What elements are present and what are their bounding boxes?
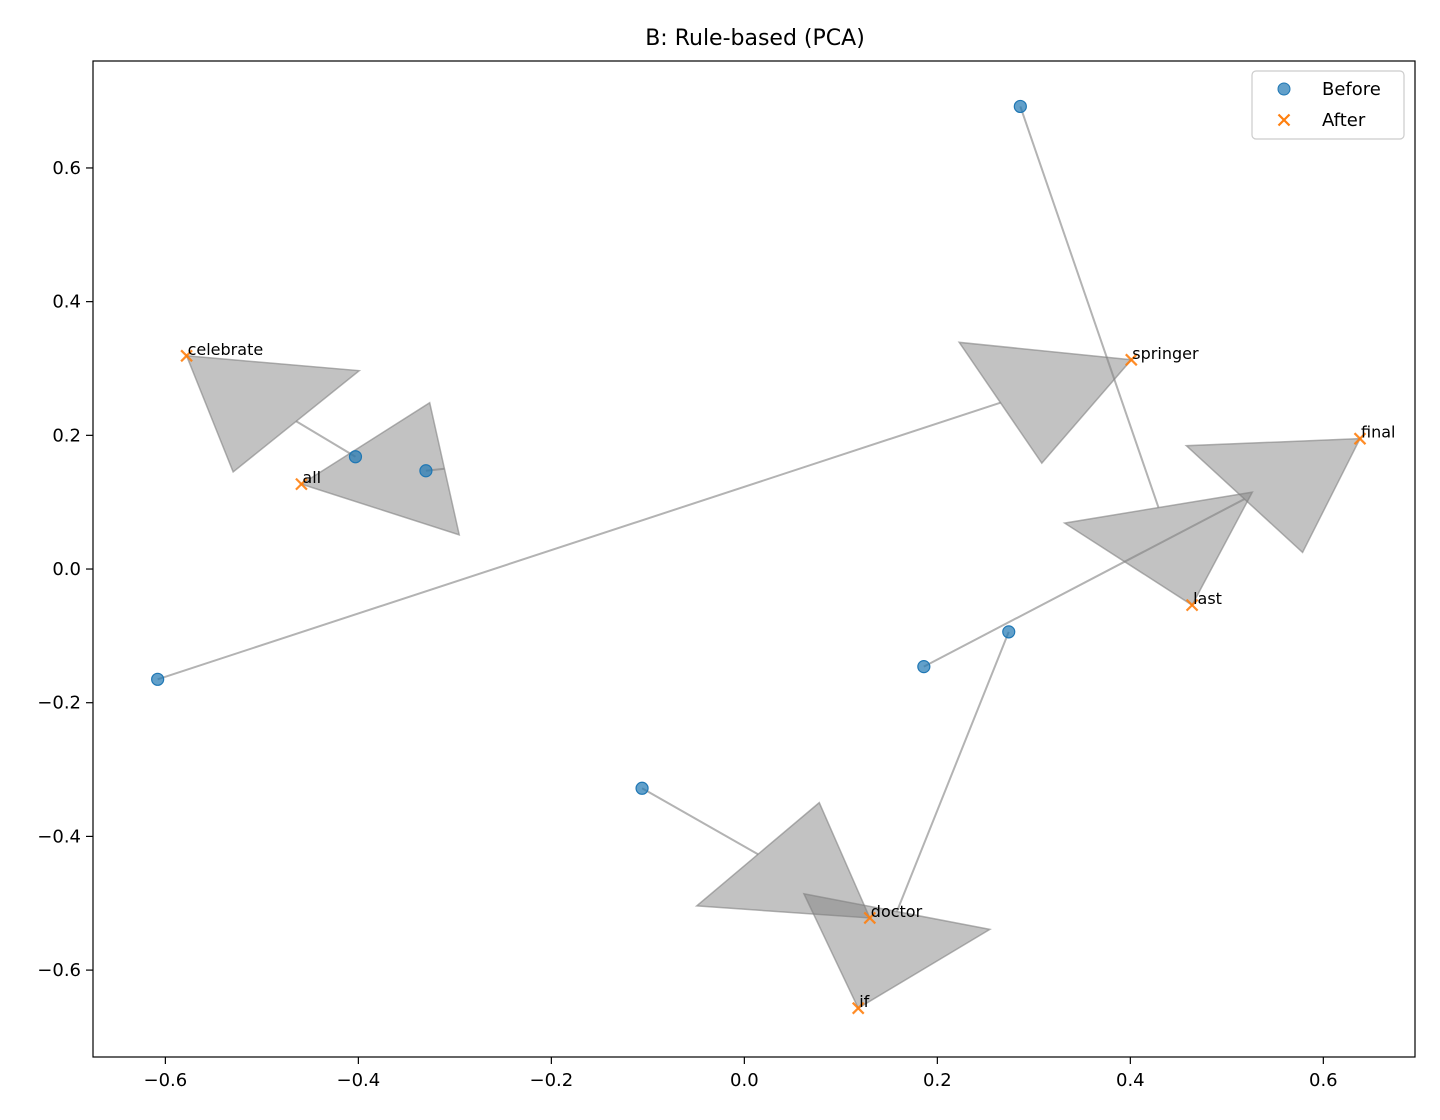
word-label-if: if: [859, 992, 869, 1011]
arrow-shaft: [157, 401, 1001, 681]
before-point-if: [1002, 625, 1016, 639]
word-label-celebrate: celebrate: [188, 340, 264, 359]
arrow-shaft: [895, 631, 1010, 912]
x-tick-label: −0.2: [529, 1070, 573, 1091]
arrows-layer: [157, 106, 1362, 1010]
arrow-shaft: [923, 498, 1245, 668]
after-point-celebrate: [180, 349, 193, 363]
after-point-springer: [1125, 353, 1138, 367]
after-point-all: [295, 477, 308, 491]
plot-frame: [92, 60, 1416, 1058]
x-tick-label: 0.2: [923, 1070, 952, 1091]
word-label-all: all: [302, 468, 321, 487]
word-label-springer: springer: [1132, 344, 1199, 363]
after-point-final: [1353, 432, 1367, 445]
x-axis: −0.6 −0.4 −0.2 0.0 0.2 0.4 0.6: [144, 1057, 1338, 1091]
arrow-head: [185, 354, 362, 474]
y-tick-label: 0.6: [52, 158, 81, 179]
arrow-head: [957, 341, 1133, 465]
y-tick-label: 0.2: [52, 425, 81, 446]
word-label-doctor: doctor: [871, 902, 923, 921]
arrow-shaft: [1019, 106, 1160, 508]
chart-title: B: Rule-based (PCA): [645, 26, 865, 51]
arrow-shaft: [641, 787, 759, 856]
x-tick-label: −0.6: [144, 1070, 188, 1091]
arrow-head: [802, 892, 992, 1010]
x-tick-label: 0.6: [1309, 1070, 1338, 1091]
after-point-doctor: [863, 911, 877, 925]
arrow-last: [1019, 106, 1254, 607]
before-point-springer: [151, 672, 165, 686]
before-point-all: [419, 464, 433, 478]
arrow-all: [299, 401, 461, 536]
arrow-doctor: [641, 787, 871, 919]
before-point-final: [917, 660, 931, 674]
arrow-final: [923, 437, 1362, 668]
before-point-last: [1013, 99, 1027, 114]
y-axis: −0.6 −0.4 −0.2 0.0 0.2 0.4 0.6: [37, 158, 93, 981]
legend-before-marker: [1277, 82, 1291, 96]
y-tick-label: −0.2: [37, 693, 81, 714]
x-tick-label: 0.0: [730, 1070, 759, 1091]
arrow-head: [299, 401, 461, 536]
arrow-celebrate: [185, 354, 362, 474]
legend-after-marker: [1277, 113, 1291, 127]
arrow-if: [802, 631, 1010, 1010]
y-tick-label: −0.4: [37, 826, 81, 847]
legend-after-label: After: [1322, 110, 1366, 131]
arrow-springer: [157, 341, 1133, 681]
x-tick-label: −0.4: [337, 1070, 381, 1091]
arrow-shaft: [295, 420, 356, 458]
y-tick-label: −0.6: [37, 960, 81, 981]
points-layer: [151, 99, 1367, 1015]
word-labels-layer: celebrate all springer final last doctor if: [188, 340, 1396, 1011]
x-tick-label: 0.4: [1116, 1070, 1145, 1091]
legend: Before After: [1251, 70, 1405, 140]
y-tick-label: 0.0: [52, 559, 81, 580]
y-tick-label: 0.4: [52, 292, 81, 313]
before-point-doctor: [635, 781, 649, 795]
word-label-last: last: [1193, 589, 1222, 608]
arrow-head: [1184, 437, 1362, 554]
arrow-head: [694, 801, 871, 919]
arrow-head: [1062, 491, 1254, 607]
word-label-final: final: [1361, 423, 1395, 442]
before-point-celebrate: [348, 450, 363, 464]
after-point-if: [851, 1001, 865, 1015]
after-point-last: [1185, 598, 1199, 612]
legend-before-label: Before: [1322, 79, 1381, 100]
